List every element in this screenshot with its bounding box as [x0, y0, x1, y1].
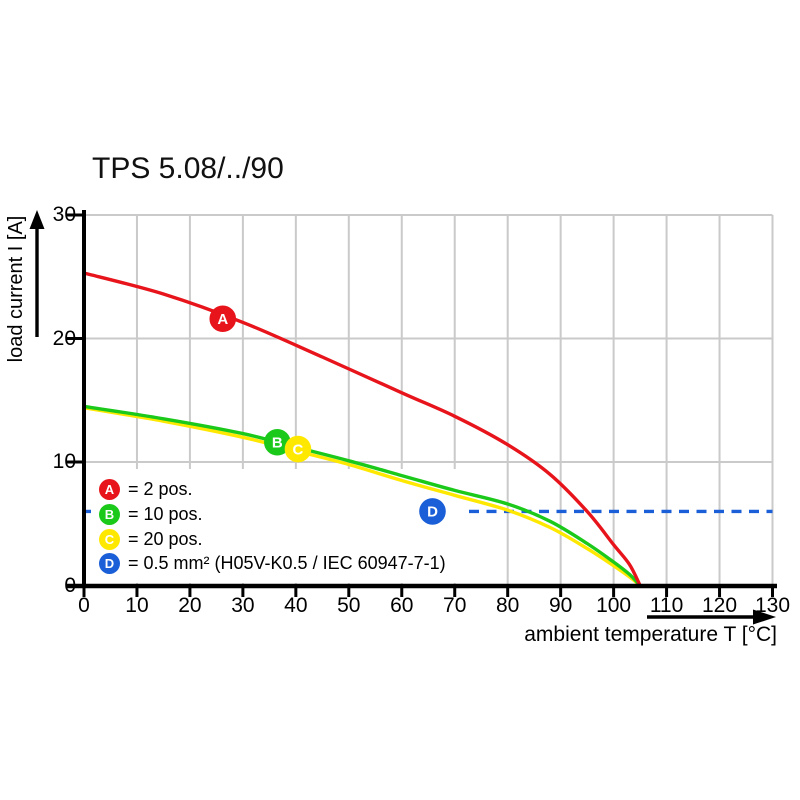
marker-letter-a: A — [217, 311, 228, 328]
y-axis-arrow-head — [29, 210, 45, 229]
marker-series-b — [264, 428, 291, 456]
legend-label-b: = 10 pos. — [128, 503, 203, 524]
legend-item-a: A = 2 pos. — [99, 478, 193, 500]
legend-label-c: = 20 pos. — [128, 528, 203, 549]
x-tick-label-70: 70 — [443, 594, 467, 617]
x-tick-label-10: 10 — [125, 594, 149, 617]
x-tick-label-0: 0 — [78, 594, 90, 617]
x-tick-label-40: 40 — [284, 594, 308, 617]
y-tick-label-20: 20 — [52, 326, 76, 350]
curve-series-c — [82, 406, 642, 588]
legend-label-a: = 2 pos. — [128, 478, 193, 499]
x-axis-label: ambient temperature T [°C] — [524, 623, 777, 646]
x-tick-label-80: 80 — [496, 594, 520, 617]
x-tick-label-90: 90 — [548, 594, 573, 617]
x-tick-label-110: 110 — [649, 594, 684, 617]
legend-item-b: B = 10 pos. — [99, 503, 203, 525]
marker-letter-c: C — [293, 441, 304, 458]
marker-series-d — [419, 498, 446, 525]
x-tick-label-130: 130 — [754, 594, 791, 617]
marker-letter-b: B — [272, 435, 283, 452]
marker-series-c — [284, 435, 312, 463]
x-tick-label-120: 120 — [702, 594, 738, 617]
curve-series-b — [82, 404, 642, 588]
legend-background-mask — [91, 469, 468, 583]
y-tick-label-30: 30 — [52, 203, 76, 226]
x-tick-label-60: 60 — [390, 594, 414, 617]
x-axis-arrow-head — [753, 609, 776, 625]
marker-series-a — [209, 305, 237, 333]
x-tick-label-100: 100 — [596, 594, 632, 617]
marker-letter-d: D — [427, 504, 438, 521]
legend-label-d: = 0.5 mm² (H05V-K0.5 / IEC 60947-7-1) — [128, 552, 446, 573]
series-c-badge: C — [99, 528, 120, 550]
x-tick-label-50: 50 — [337, 594, 361, 617]
series-a-badge: A — [99, 478, 120, 500]
legend-item-d: D = 0.5 mm² (H05V-K0.5 / IEC 60947-7-1) — [99, 552, 446, 574]
series-b-badge: B — [99, 503, 120, 525]
chart-title: TPS 5.08/../90 — [92, 152, 284, 185]
series-d-badge: D — [99, 552, 120, 574]
y-tick-label-0: 0 — [64, 573, 76, 597]
legend-item-c: C = 20 pos. — [99, 528, 203, 550]
y-tick-label-10: 10 — [52, 450, 76, 473]
x-tick-label-30: 30 — [231, 594, 255, 617]
x-tick-label-20: 20 — [178, 594, 202, 617]
